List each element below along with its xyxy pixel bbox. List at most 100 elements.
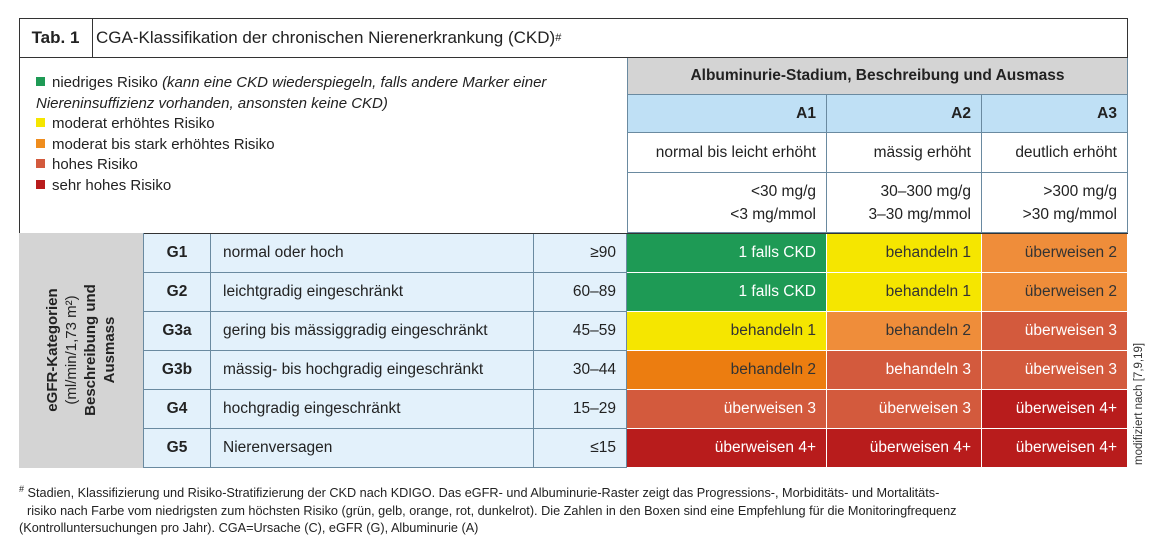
g-stage-cell-text: G2 bbox=[166, 283, 188, 300]
g-desc-cell-text: Nierenversagen bbox=[223, 439, 333, 456]
egfr-category-label: eGFR-Kategorien (ml/min/1,73 m²) Beschre… bbox=[19, 233, 144, 468]
risk-cell-text: überweisen 4+ bbox=[1015, 400, 1117, 417]
range-mg-mmol: >30 mg/mmol bbox=[1022, 205, 1117, 223]
stage-a3-desc: deutlich erhöht bbox=[982, 133, 1128, 173]
risk-cell-text: überweisen 3 bbox=[878, 400, 971, 417]
g-range-cell-text: 60–89 bbox=[572, 283, 616, 300]
risk-cell: behandeln 2 bbox=[627, 351, 827, 390]
footnote-line2: risiko nach Farbe vom niedrigsten zum hö… bbox=[27, 503, 957, 518]
risk-cell-text: behandeln 2 bbox=[885, 322, 971, 339]
risk-cell: behandeln 1 bbox=[827, 234, 982, 273]
g-range-cell: 30–44 bbox=[534, 351, 627, 390]
risk-cell: überweisen 3 bbox=[982, 351, 1128, 390]
risk-cell: überweisen 4+ bbox=[627, 429, 827, 468]
title-footnote-mark: # bbox=[555, 32, 562, 44]
risk-cell-text: überweisen 4+ bbox=[1015, 439, 1117, 456]
stage-a1-desc: normal bis leicht erhöht bbox=[627, 133, 827, 173]
egfr-label-line2: (ml/min/1,73 m²) bbox=[63, 295, 80, 405]
g-desc-cell-text: hochgradig eingeschränkt bbox=[223, 400, 401, 417]
stage-a3-range: >300 mg/g >30 mg/mmol bbox=[982, 173, 1128, 233]
table-title: CGA-Klassifikation der chronischen Niere… bbox=[96, 18, 561, 58]
stage-a1-range: <30 mg/g <3 mg/mmol bbox=[627, 173, 827, 233]
g-stage-cell-text: G3a bbox=[162, 322, 192, 339]
stage-label: A2 bbox=[951, 104, 971, 122]
stage-range: <30 mg/g <3 mg/mmol bbox=[730, 180, 816, 226]
legend-label: sehr hohes Risiko bbox=[52, 176, 172, 194]
stage-a2-range: 30–300 mg/g 3–30 mg/mmol bbox=[827, 173, 982, 233]
g-stage-cell-text: G5 bbox=[166, 439, 188, 456]
range-mg-g: <30 mg/g bbox=[750, 182, 816, 200]
risk-cell-text: überweisen 3 bbox=[1024, 322, 1117, 339]
risk-cell-text: behandeln 3 bbox=[885, 361, 971, 378]
g-desc-cell: hochgradig eingeschränkt bbox=[211, 390, 534, 429]
legend-item-very-high: sehr hohes Risiko bbox=[36, 176, 616, 197]
g-range-cell: 15–29 bbox=[534, 390, 627, 429]
g-range-cell: ≤15 bbox=[534, 429, 627, 468]
g-stage-cell: G3a bbox=[144, 312, 211, 351]
footnote-mark: # bbox=[19, 484, 25, 494]
risk-cell-text: überweisen 2 bbox=[1024, 283, 1117, 300]
footnote-line3: (Kontrolluntersuchungen pro Jahr). CGA=U… bbox=[19, 521, 479, 536]
risk-cell-text: überweisen 2 bbox=[1024, 244, 1117, 261]
g-range-cell: 45–59 bbox=[534, 312, 627, 351]
legend-label: moderat bis stark erhöhtes Risiko bbox=[52, 135, 275, 153]
risk-cell-text: behandeln 1 bbox=[885, 244, 971, 261]
g-range-cell-text: 45–59 bbox=[572, 322, 616, 339]
risk-cell: 1 falls CKD bbox=[627, 234, 827, 273]
g-stage-cell: G1 bbox=[144, 234, 211, 273]
g-stage-cell: G5 bbox=[144, 429, 211, 468]
g-range-cell: 60–89 bbox=[534, 273, 627, 312]
risk-cell-text: behandeln 2 bbox=[730, 361, 816, 378]
stage-label: A3 bbox=[1097, 104, 1117, 122]
g-stage-cell: G2 bbox=[144, 273, 211, 312]
risk-cell: überweisen 4+ bbox=[982, 390, 1128, 429]
albuminuria-header-text: Albuminurie-Stadium, Beschreibung und Au… bbox=[690, 67, 1065, 84]
risk-legend: niedriges Risiko (kann eine CKD wiedersp… bbox=[36, 73, 616, 196]
footnote-line1: Stadien, Klassifizierung und Risiko-Stra… bbox=[27, 486, 940, 501]
risk-cell-text: überweisen 3 bbox=[723, 400, 816, 417]
range-mg-g: 30–300 mg/g bbox=[880, 182, 972, 200]
g-desc-cell: gering bis mässiggradig eingeschränkt bbox=[211, 312, 534, 351]
g-desc-cell-text: normal oder hoch bbox=[223, 244, 344, 261]
range-mg-mmol: 3–30 mg/mmol bbox=[868, 205, 971, 223]
risk-cell-text: 1 falls CKD bbox=[738, 283, 816, 300]
risk-cell: überweisen 2 bbox=[982, 273, 1128, 312]
legend-item-moderate-high: moderat bis stark erhöhtes Risiko bbox=[36, 135, 616, 156]
egfr-label-line3: Beschreibung und bbox=[82, 284, 99, 416]
g-stage-cell: G4 bbox=[144, 390, 211, 429]
legend-label: niedriges Risiko bbox=[52, 74, 158, 91]
stage-a1-header: A1 bbox=[627, 95, 827, 133]
g-desc-cell-text: mässig- bis hochgradig eingeschränkt bbox=[223, 361, 484, 378]
range-mg-mmol: <3 mg/mmol bbox=[730, 205, 816, 223]
g-stage-cell-text: G3b bbox=[161, 361, 193, 378]
stage-range: >300 mg/g >30 mg/mmol bbox=[1023, 180, 1117, 226]
risk-cell: behandeln 2 bbox=[827, 312, 982, 351]
risk-cell-text: behandeln 1 bbox=[885, 283, 971, 300]
risk-cell: überweisen 4+ bbox=[827, 429, 982, 468]
g-range-cell-text: ≥90 bbox=[590, 244, 616, 261]
stage-label: A1 bbox=[796, 104, 816, 122]
risk-cell: überweisen 3 bbox=[827, 390, 982, 429]
legend-item-low: niedriges Risiko (kann eine CKD wiedersp… bbox=[36, 73, 616, 114]
stage-desc: deutlich erhöht bbox=[1015, 143, 1117, 161]
g-stage-cell-text: G1 bbox=[166, 244, 188, 261]
g-range-cell: ≥90 bbox=[534, 234, 627, 273]
risk-cell-text: behandeln 1 bbox=[730, 322, 816, 339]
risk-cell: 1 falls CKD bbox=[627, 273, 827, 312]
risk-cell-text: überweisen 4+ bbox=[869, 439, 971, 456]
risk-cell: überweisen 4+ bbox=[982, 429, 1128, 468]
stage-a2-header: A2 bbox=[827, 95, 982, 133]
g-desc-cell-text: gering bis mässiggradig eingeschränkt bbox=[223, 322, 488, 339]
legend-label: hohes Risiko bbox=[52, 156, 138, 173]
legend-note: (kann eine CKD wiederspiegeln, falls and… bbox=[36, 74, 547, 112]
risk-cell: behandeln 1 bbox=[627, 312, 827, 351]
risk-cell: überweisen 2 bbox=[982, 234, 1128, 273]
stage-desc: mässig erhöht bbox=[873, 143, 971, 161]
g-desc-cell: leichtgradig eingeschränkt bbox=[211, 273, 534, 312]
g-stage-cell: G3b bbox=[144, 351, 211, 390]
legend-label: moderat erhöhtes Risiko bbox=[52, 115, 215, 132]
stage-range: 30–300 mg/g 3–30 mg/mmol bbox=[868, 180, 971, 226]
legend-item-high: hohes Risiko bbox=[36, 155, 616, 176]
stage-a2-desc: mässig erhöht bbox=[827, 133, 982, 173]
legend-swatch-orange bbox=[36, 138, 45, 148]
